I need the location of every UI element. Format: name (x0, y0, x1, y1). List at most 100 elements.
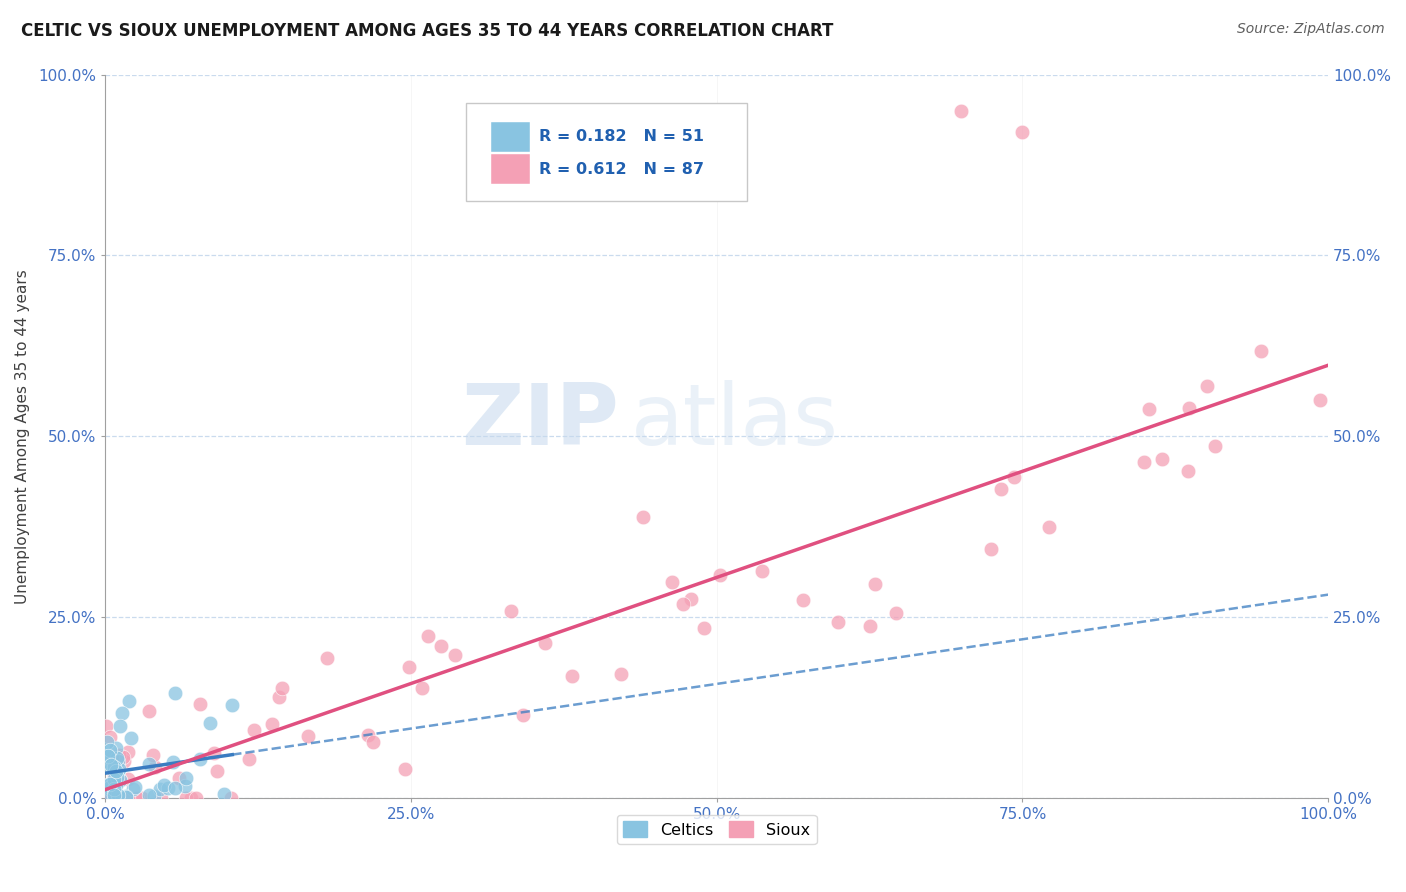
Text: atlas: atlas (631, 380, 839, 463)
Point (98, 790, 121, 805)
Point (398, 660, 420, 674)
Point (100, 790, 122, 805)
Point (96, 748, 118, 763)
Point (1133, 455, 1156, 469)
FancyBboxPatch shape (491, 154, 530, 185)
Point (103, 782, 125, 797)
Point (114, 789, 136, 804)
Point (661, 574, 683, 589)
Point (105, 764, 128, 778)
Point (103, 772, 125, 786)
Point (143, 789, 166, 803)
Point (1011, 125, 1033, 139)
Point (100, 777, 122, 791)
Point (105, 774, 128, 789)
Point (430, 639, 453, 653)
Point (118, 694, 141, 708)
Point (512, 707, 534, 722)
Point (672, 597, 695, 611)
Point (1197, 378, 1219, 392)
Point (105, 790, 128, 805)
Point (149, 782, 172, 797)
Point (186, 790, 208, 805)
Y-axis label: Unemployment Among Ages 35 to 44 years: Unemployment Among Ages 35 to 44 years (15, 268, 30, 604)
Point (105, 770, 128, 784)
Point (200, 716, 222, 731)
Point (122, 782, 145, 797)
Point (165, 686, 187, 700)
Point (271, 681, 294, 695)
Point (94, 719, 117, 733)
Point (609, 666, 631, 681)
Point (115, 789, 138, 803)
Point (501, 604, 523, 618)
Point (108, 719, 131, 733)
Point (150, 790, 173, 805)
Point (212, 787, 235, 801)
Point (1309, 392, 1331, 407)
Point (105, 778, 128, 792)
Point (98, 730, 121, 744)
Point (357, 728, 380, 742)
Point (1178, 401, 1201, 415)
Point (188, 752, 211, 766)
Point (693, 621, 716, 635)
Point (188, 697, 211, 711)
Point (1038, 519, 1060, 533)
Point (98, 778, 121, 792)
Text: ZIP: ZIP (461, 380, 619, 463)
Point (157, 780, 180, 795)
Point (117, 772, 139, 786)
Point (103, 756, 125, 771)
Point (105, 751, 128, 765)
Point (107, 754, 129, 768)
Point (111, 706, 134, 720)
Point (709, 568, 731, 582)
Point (202, 746, 225, 760)
Text: Source: ZipAtlas.com: Source: ZipAtlas.com (1237, 22, 1385, 37)
Point (865, 577, 887, 591)
Point (980, 542, 1002, 557)
Point (180, 790, 202, 805)
Point (98, 780, 121, 794)
Point (98, 790, 121, 805)
Point (112, 755, 135, 769)
Point (120, 731, 142, 745)
Point (394, 762, 416, 776)
Point (138, 704, 160, 718)
Point (100, 757, 122, 772)
Point (108, 762, 131, 776)
FancyBboxPatch shape (491, 121, 530, 152)
Point (444, 648, 467, 662)
Point (533, 636, 555, 650)
Point (416, 630, 439, 644)
Point (679, 591, 702, 606)
Point (110, 773, 132, 788)
Point (107, 788, 129, 802)
Point (361, 735, 384, 749)
Point (100, 777, 122, 791)
Point (117, 790, 139, 805)
Point (94, 778, 117, 792)
Point (131, 790, 153, 805)
Point (561, 669, 583, 683)
Point (108, 747, 131, 762)
Point (315, 651, 337, 665)
Point (1137, 402, 1160, 417)
Point (98, 782, 121, 797)
Point (96, 790, 118, 805)
Point (103, 789, 125, 803)
Legend: Celtics, Sioux: Celtics, Sioux (617, 814, 817, 844)
Point (152, 778, 174, 792)
Point (950, 103, 973, 118)
Point (205, 764, 228, 778)
Point (97, 789, 120, 803)
Point (97, 748, 120, 763)
Point (100, 761, 122, 775)
Point (103, 769, 125, 783)
Point (1002, 470, 1025, 484)
Point (104, 741, 127, 756)
Point (107, 764, 129, 778)
Point (219, 790, 242, 805)
Point (269, 690, 291, 704)
